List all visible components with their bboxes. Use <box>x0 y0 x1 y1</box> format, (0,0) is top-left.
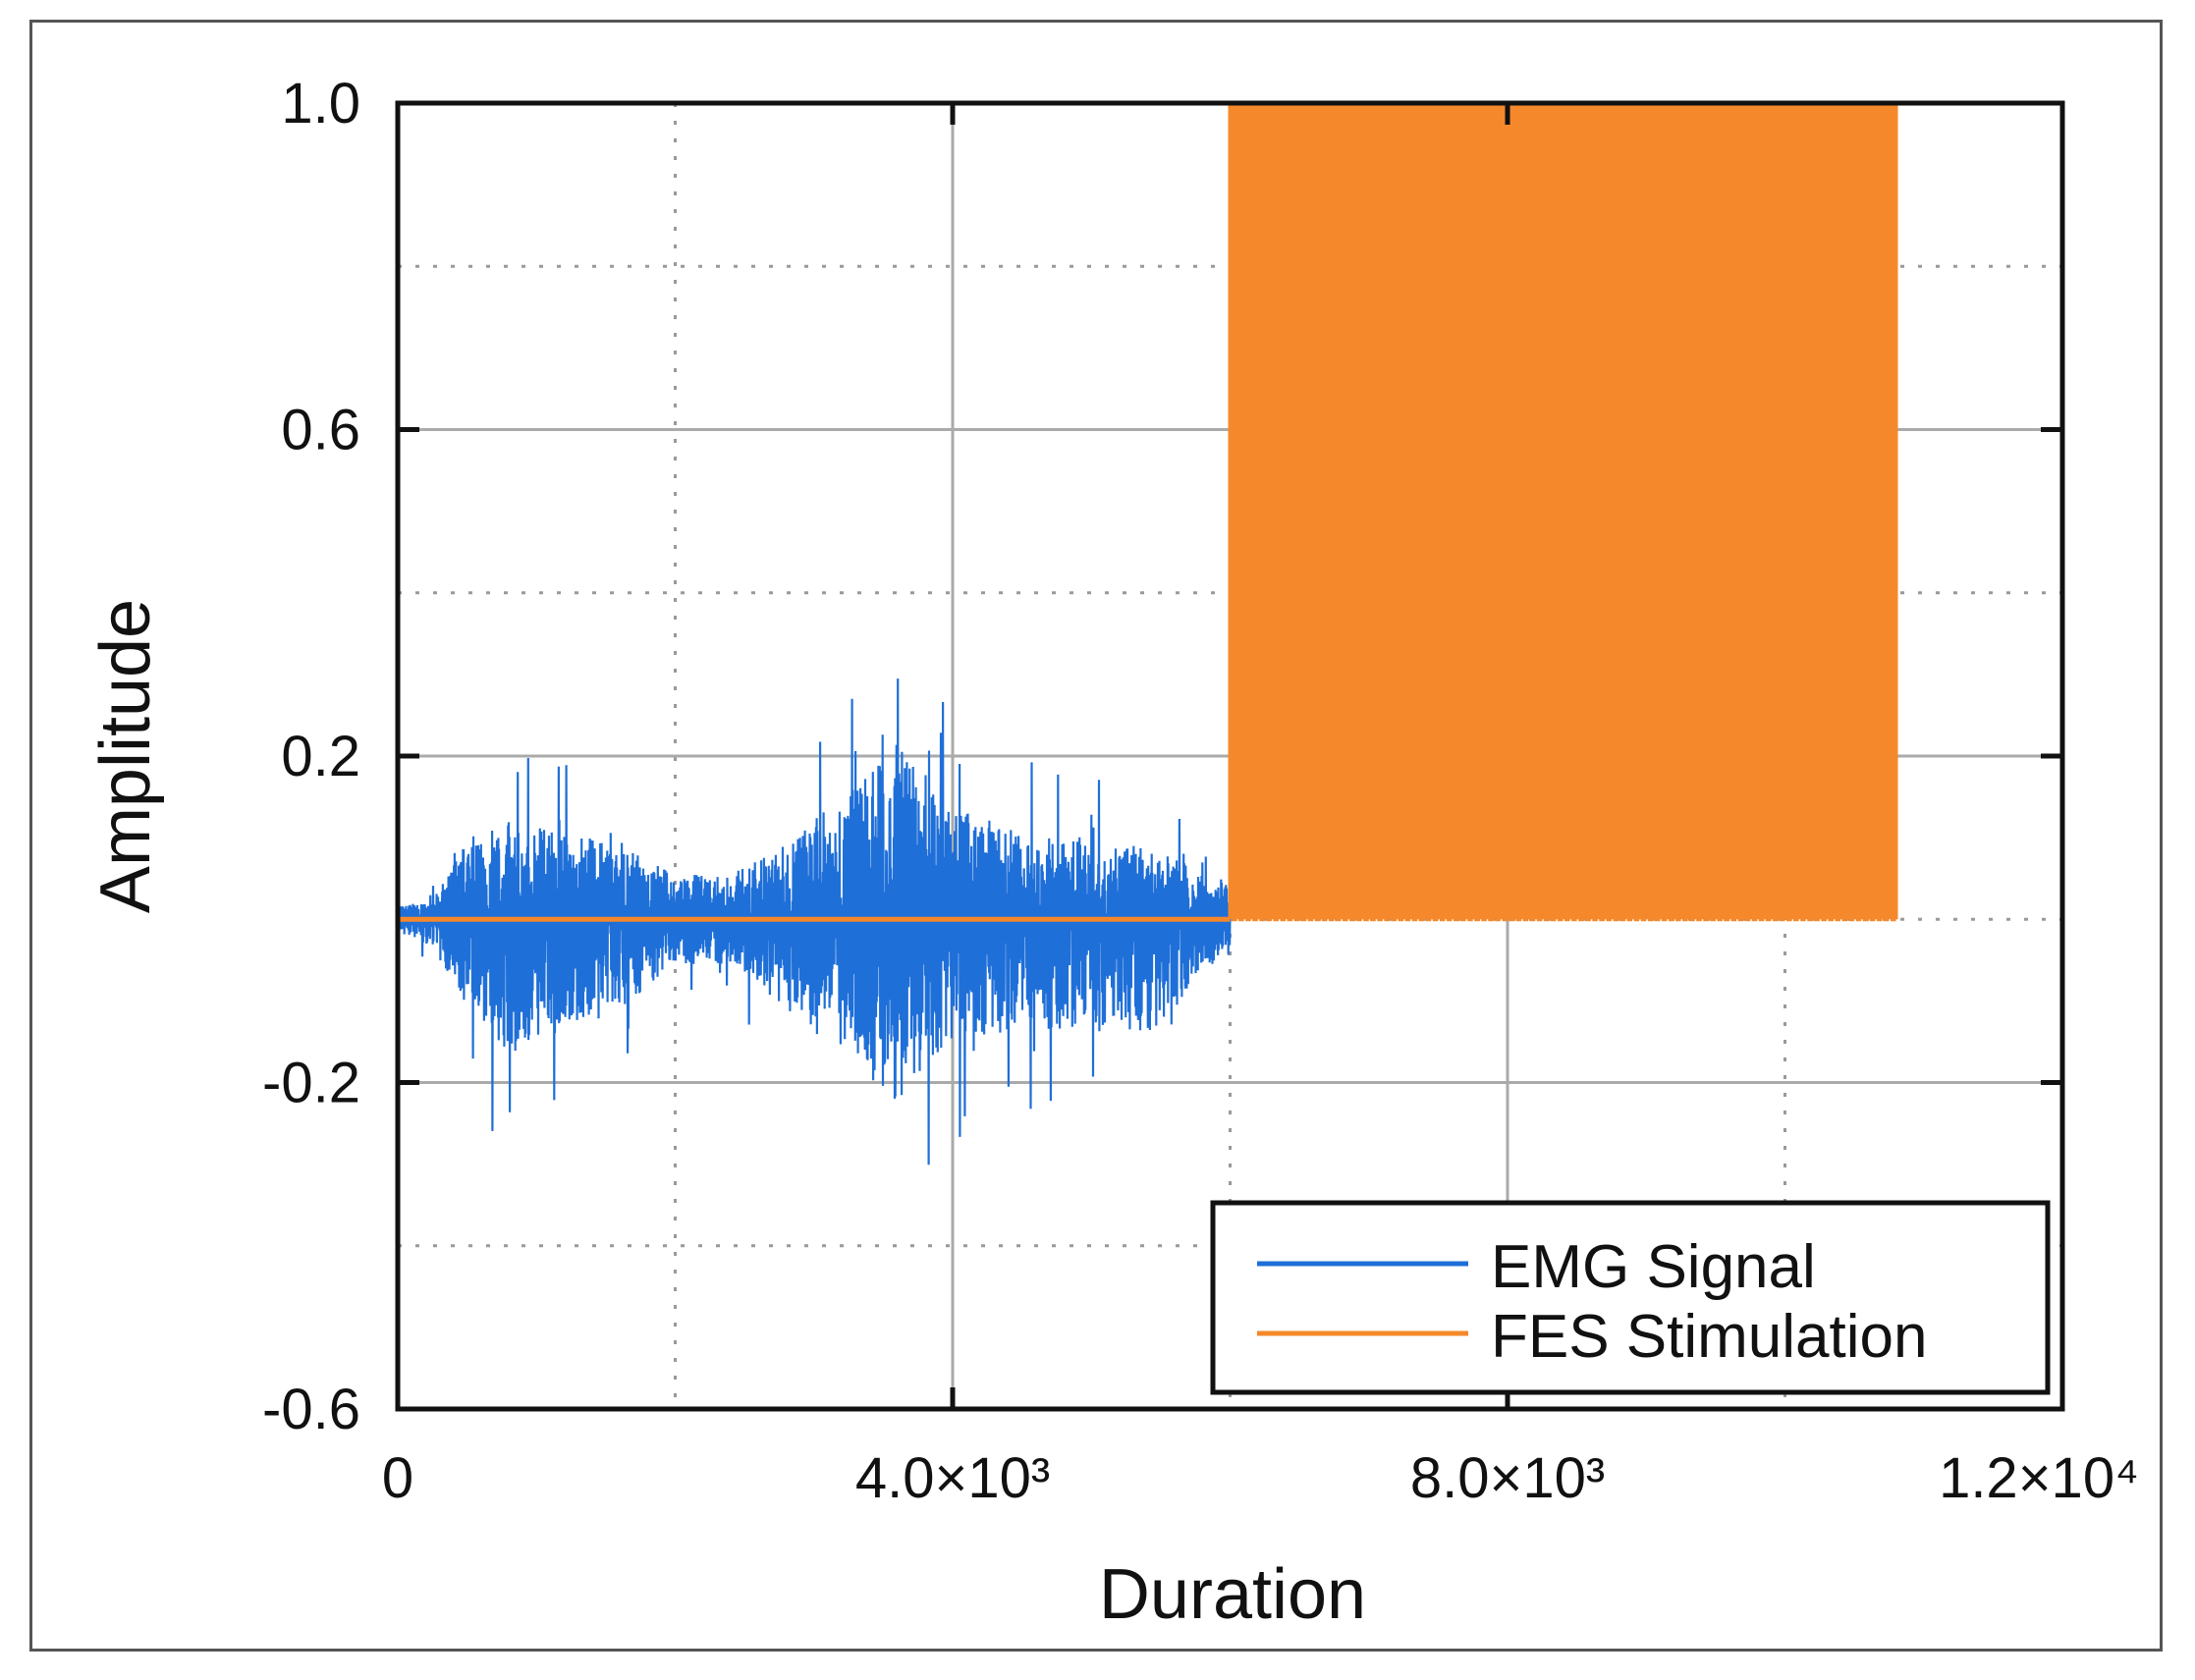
series-line-emg <box>398 678 1232 1165</box>
y-tick-label: 0.2 <box>281 725 360 788</box>
y-tick-label: -0.2 <box>262 1052 360 1115</box>
legend-label-emg: EMG Signal <box>1491 1233 1816 1301</box>
series-layer <box>398 103 1898 1165</box>
x-axis-title: Duration <box>1099 1555 1366 1634</box>
y-tick-label: 0.6 <box>281 399 360 462</box>
legend-label-fes: FES Stimulation <box>1491 1303 1928 1371</box>
x-tick-label: 8.0×10³ <box>1410 1446 1605 1510</box>
y-tick-label: 1.0 <box>281 72 360 135</box>
x-tick-label: 4.0×10³ <box>855 1446 1050 1510</box>
legend: EMG Signal FES Stimulation <box>1210 1200 2051 1395</box>
x-tick-label: 1.2×10⁴ <box>1939 1446 2139 1510</box>
x-tick-label: 0 <box>382 1446 413 1510</box>
ticks: 0 4.0×10³ 8.0×10³ 1.2×10⁴ 1.0 0.6 0.2 -0.2 -0.6 <box>262 72 2139 1510</box>
legend-box <box>1210 1200 2051 1395</box>
y-axis-title: Amplitude <box>86 599 165 913</box>
series-line-fes-pulses <box>1228 103 1896 922</box>
y-tick-label: -0.6 <box>262 1378 360 1441</box>
